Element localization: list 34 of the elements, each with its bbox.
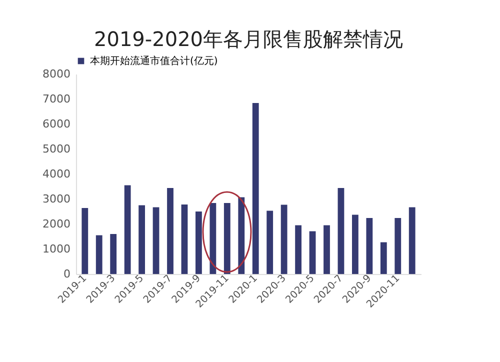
bar (266, 210, 274, 274)
bar (224, 203, 230, 274)
bar (110, 234, 117, 274)
bar (96, 235, 102, 274)
chart-title: 2019-2020年各月限售股解禁情况 (94, 27, 404, 51)
bar (352, 214, 358, 274)
y-tick-label: 8000 (42, 68, 70, 80)
bar (152, 207, 160, 274)
bar (210, 203, 216, 274)
bar (238, 197, 245, 274)
bar (338, 188, 344, 274)
bar (309, 231, 316, 274)
bar (124, 185, 131, 274)
y-tick-label: 1000 (42, 242, 70, 256)
bar (181, 204, 188, 274)
y-tick-label: 5000 (42, 142, 70, 156)
y-tick-label: 3000 (42, 192, 70, 206)
bar (366, 218, 373, 274)
bar (280, 204, 288, 274)
bar (167, 188, 174, 274)
bar (394, 218, 402, 274)
bar (138, 205, 145, 274)
bar (82, 208, 88, 274)
bar (380, 242, 387, 274)
y-tick-label: 7000 (42, 92, 70, 106)
bar (408, 207, 416, 274)
bar (324, 225, 330, 274)
y-tick-label: 2000 (42, 218, 70, 230)
bar (295, 225, 302, 274)
bar (252, 103, 259, 274)
y-tick-label: 4000 (42, 168, 70, 180)
legend-label: 本期开始流通市值合计(亿元) (90, 55, 218, 67)
bar (196, 212, 202, 274)
y-tick-label: 6000 (42, 118, 70, 130)
